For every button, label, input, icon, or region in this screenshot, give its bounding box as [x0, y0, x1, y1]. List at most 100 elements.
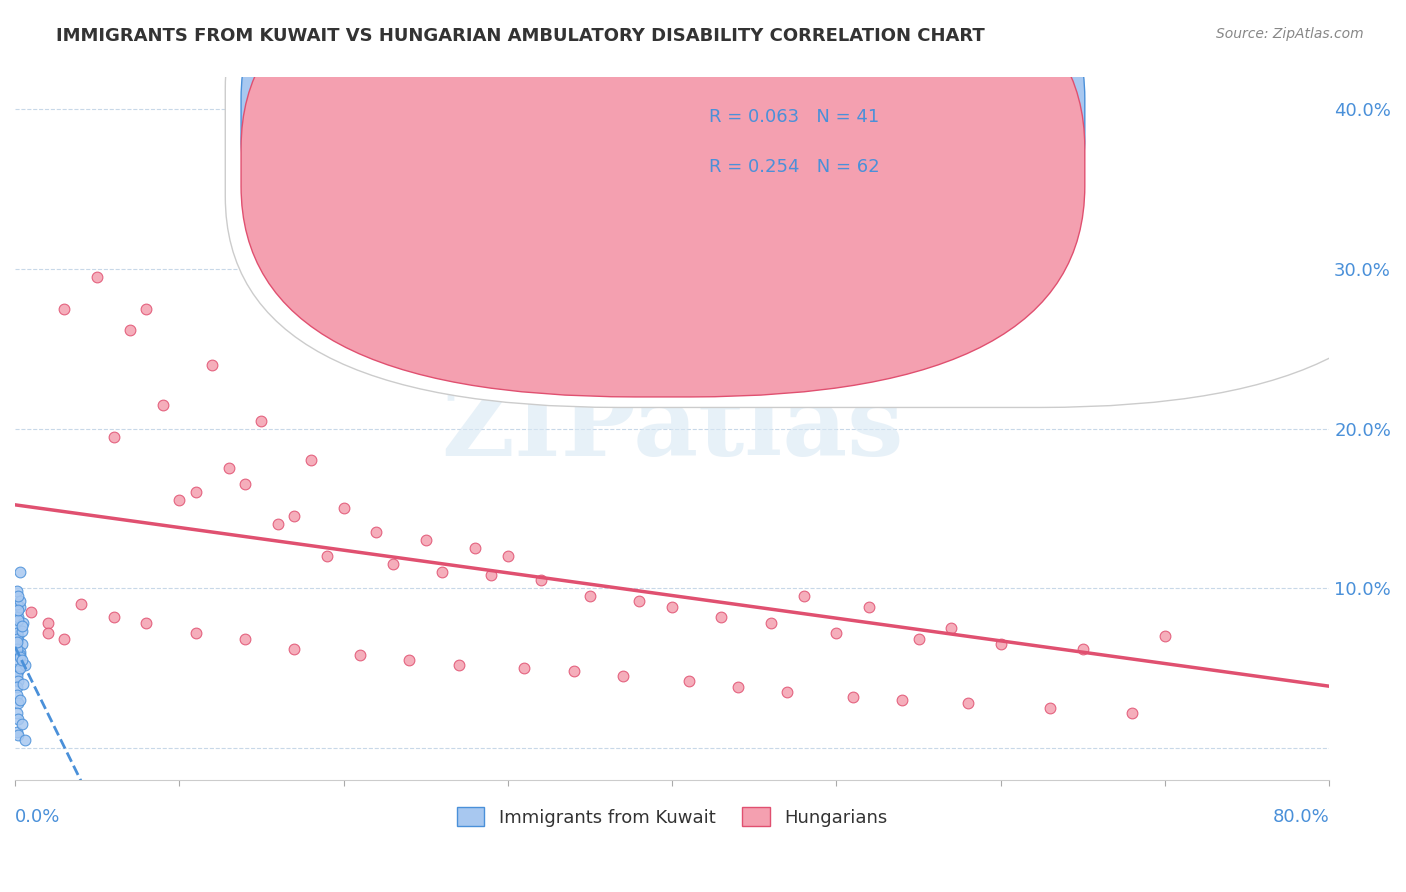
- Point: [430, 565, 453, 579]
- Point: [7, 610, 30, 624]
- Point: [496, 549, 519, 564]
- Text: 80.0%: 80.0%: [1272, 807, 1329, 826]
- Point: [513, 661, 536, 675]
- Point: [53, 301, 76, 316]
- Point: [661, 600, 683, 615]
- Point: [7, 653, 30, 667]
- Point: [7, 613, 30, 627]
- Point: [184, 485, 207, 500]
- Point: [1121, 706, 1143, 720]
- Point: [8, 600, 31, 615]
- Point: [53, 632, 76, 647]
- FancyBboxPatch shape: [240, 0, 1085, 348]
- Point: [1071, 641, 1094, 656]
- Point: [332, 501, 354, 516]
- Point: [10, 619, 32, 633]
- Point: [135, 301, 157, 316]
- Point: [37, 616, 59, 631]
- Point: [103, 429, 125, 443]
- Point: [628, 594, 651, 608]
- Point: [349, 648, 371, 662]
- Text: IMMIGRANTS FROM KUWAIT VS HUNGARIAN AMBULATORY DISABILITY CORRELATION CHART: IMMIGRANTS FROM KUWAIT VS HUNGARIAN AMBU…: [56, 27, 986, 45]
- Point: [6, 597, 28, 611]
- Point: [366, 525, 388, 540]
- Point: [990, 637, 1012, 651]
- Point: [1154, 629, 1177, 643]
- Point: [283, 509, 305, 524]
- Point: [267, 517, 290, 532]
- Text: R = 0.254   N = 62: R = 0.254 N = 62: [709, 158, 880, 176]
- Point: [7, 728, 30, 742]
- Point: [941, 621, 963, 635]
- Point: [69, 597, 91, 611]
- Point: [6, 641, 28, 656]
- Point: [10, 624, 32, 639]
- Point: [10, 637, 32, 651]
- Point: [858, 600, 880, 615]
- Point: [727, 680, 749, 694]
- Point: [152, 398, 174, 412]
- Point: [299, 453, 322, 467]
- Point: [118, 322, 141, 336]
- Point: [8, 661, 31, 675]
- Point: [10, 653, 32, 667]
- Point: [8, 693, 31, 707]
- Point: [6, 680, 28, 694]
- Point: [678, 673, 700, 688]
- Point: [562, 664, 585, 678]
- Point: [135, 616, 157, 631]
- Point: [6, 688, 28, 702]
- Point: [6, 605, 28, 619]
- Point: [8, 594, 31, 608]
- Point: [6, 635, 28, 649]
- Point: [10, 716, 32, 731]
- Point: [6, 632, 28, 647]
- Point: [283, 641, 305, 656]
- Point: [464, 541, 486, 556]
- Point: [86, 269, 108, 284]
- Point: [776, 685, 799, 699]
- Point: [250, 413, 273, 427]
- Point: [233, 477, 256, 491]
- Point: [447, 657, 470, 672]
- Point: [6, 669, 28, 683]
- Point: [6, 706, 28, 720]
- Point: [956, 696, 979, 710]
- Point: [233, 632, 256, 647]
- Point: [14, 657, 37, 672]
- Text: 0.0%: 0.0%: [15, 807, 60, 826]
- Point: [1204, 166, 1226, 180]
- Point: [6, 724, 28, 739]
- Point: [169, 493, 191, 508]
- Point: [37, 625, 59, 640]
- Point: [7, 664, 30, 678]
- FancyBboxPatch shape: [240, 0, 1085, 397]
- Point: [842, 690, 865, 704]
- Point: [184, 625, 207, 640]
- Point: [7, 589, 30, 603]
- Point: [398, 653, 420, 667]
- Point: [1039, 700, 1062, 714]
- Point: [6, 584, 28, 599]
- FancyBboxPatch shape: [225, 0, 1406, 408]
- Point: [612, 669, 634, 683]
- Point: [579, 589, 602, 603]
- Point: [825, 625, 848, 640]
- Point: [14, 732, 37, 747]
- Point: [7, 712, 30, 726]
- Point: [13, 677, 35, 691]
- Point: [8, 565, 31, 579]
- Point: [6, 625, 28, 640]
- Point: [13, 616, 35, 631]
- Point: [7, 696, 30, 710]
- Point: [8, 649, 31, 664]
- Point: [530, 573, 553, 587]
- Point: [218, 461, 240, 475]
- Point: [8, 648, 31, 662]
- Point: [710, 610, 733, 624]
- Text: ZIPatlas: ZIPatlas: [441, 380, 904, 477]
- Point: [7, 629, 30, 643]
- Point: [6, 621, 28, 635]
- Point: [316, 549, 339, 564]
- Legend: Immigrants from Kuwait, Hungarians: Immigrants from Kuwait, Hungarians: [450, 800, 894, 834]
